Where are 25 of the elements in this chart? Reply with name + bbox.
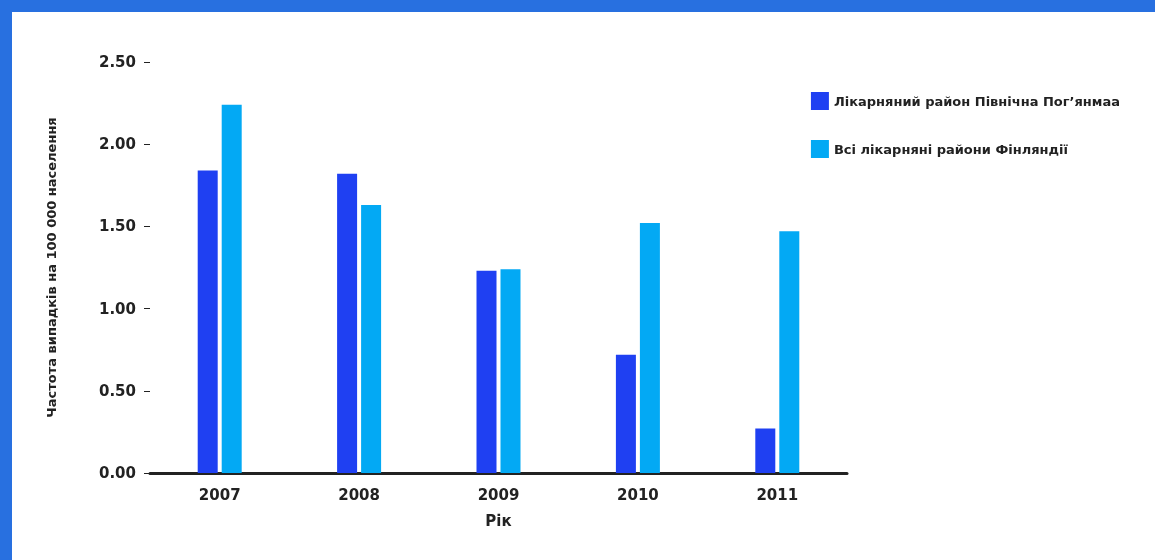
y-tick-label: 1.50 [98,217,136,236]
bar [755,428,776,473]
bar [639,223,660,473]
bar [361,205,382,473]
bar [337,173,358,473]
bar [221,104,242,473]
y-tick-label: 0.00 [98,464,136,482]
bar [476,270,497,473]
bar [779,231,800,473]
x-tick-label: 2011 [756,485,799,504]
y-axis-title: Частота випадків на 100 000 населення [44,117,59,418]
y-tick-label: 0.50 [98,381,136,400]
bar [500,269,521,473]
y-tick-label: 2.50 [98,53,136,71]
x-tick-label: 2010 [617,485,659,504]
y-tick-label: 2.00 [98,135,136,154]
bar [197,170,218,473]
y-tick-label: 1.00 [98,299,136,318]
bar [615,354,636,473]
x-tick-label: 2009 [477,485,520,504]
x-tick-label: 2008 [338,485,380,504]
x-axis-title: Рік [485,511,512,530]
x-tick-label: 2007 [198,485,241,504]
legend-label: Лікарняний район Північна Пог’янмаа [833,93,1121,109]
legend-label: Всі лікарняні райони Фінляндії [833,141,1069,157]
